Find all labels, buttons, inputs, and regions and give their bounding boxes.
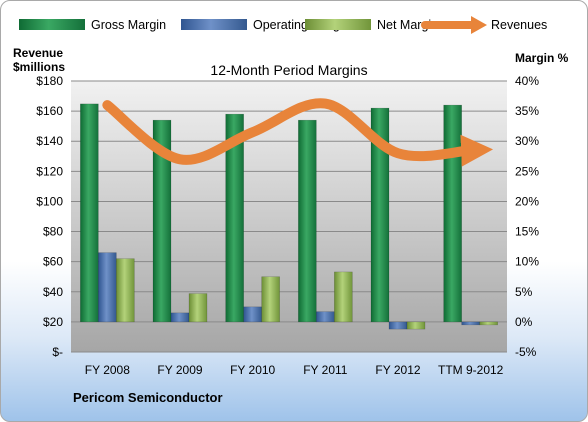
plot-area	[71, 81, 507, 352]
left-tick-label: $20	[43, 315, 63, 329]
legend-arrow-revenues	[471, 16, 487, 34]
gridlines	[71, 80, 507, 353]
bar-gross-margin	[443, 104, 462, 323]
bar-operating-margin	[461, 321, 480, 326]
bar-net-margin	[188, 293, 208, 323]
left-tick-label: $40	[43, 285, 63, 299]
bar-gross-margin	[225, 113, 244, 323]
left-tick-label: $80	[43, 225, 63, 239]
right-tick-label: 40%	[515, 74, 539, 88]
legend-item-gross-margin: Gross Margin	[19, 18, 166, 32]
bar-net-margin	[334, 271, 353, 323]
right-tick-label: 15%	[515, 225, 539, 239]
legend-label-gross-margin: Gross Margin	[91, 18, 166, 32]
left-tick-label: $60	[43, 255, 63, 269]
bar-net-margin	[116, 258, 135, 323]
bar-operating-margin	[388, 321, 408, 330]
right-tick-label: 5%	[515, 285, 533, 299]
legend-swatch-gross-margin	[19, 19, 85, 30]
bar-gross-margin	[298, 119, 317, 323]
legend-label-net-margin: Net Margin	[377, 18, 438, 32]
category-label: FY 2008	[85, 363, 130, 377]
category-label: FY 2012	[375, 363, 420, 377]
bar-net-margin	[479, 321, 498, 326]
left-axis-ticks: $- $20 $40 $60 $80 $100 $120 $140 $160 $180	[36, 74, 63, 359]
revenue-line-path	[102, 98, 494, 167]
bar-operating-margin	[316, 311, 335, 323]
category-label: FY 2011	[303, 363, 348, 377]
right-tick-label: 25%	[515, 164, 539, 178]
left-tick-label: $180	[36, 74, 63, 88]
legend-label-revenues: Revenues	[491, 18, 547, 32]
legend-swatch-operating-margin	[181, 19, 247, 30]
bar-gross-margin	[152, 119, 172, 323]
category-label: FY 2010	[230, 363, 275, 377]
right-axis-title: Margin %	[515, 51, 569, 65]
right-tick-label: -5%	[515, 345, 537, 359]
bar-net-margin	[406, 321, 426, 330]
chart-title: 12-Month Period Margins	[210, 62, 367, 78]
bar-operating-margin	[98, 252, 117, 323]
left-tick-label: $100	[36, 194, 63, 208]
right-tick-label: 20%	[515, 194, 539, 208]
right-tick-label: 0%	[515, 315, 533, 329]
bars	[80, 103, 498, 330]
right-tick-label: 10%	[515, 255, 539, 269]
left-tick-label: $120	[36, 164, 63, 178]
left-tick-label: $140	[36, 134, 63, 148]
legend: Gross Margin Operating Margin Net Margin…	[19, 16, 547, 34]
legend-item-revenues: Revenues	[421, 16, 547, 34]
bar-gross-margin	[80, 103, 99, 323]
company-name: Pericom Semiconductor	[73, 390, 223, 405]
revenue-line	[102, 98, 494, 167]
left-axis-title-line1: Revenue	[13, 46, 63, 60]
bar-operating-margin	[170, 312, 190, 323]
legend-item-net-margin: Net Margin	[305, 18, 438, 32]
category-label: FY 2009	[157, 363, 202, 377]
bar-operating-margin	[243, 306, 262, 323]
bar-net-margin	[261, 276, 280, 323]
bar-gross-margin	[370, 107, 390, 323]
left-tick-label: $160	[36, 104, 63, 118]
category-label: TTM 9-2012	[438, 363, 504, 377]
right-axis-ticks: -5% 0% 5% 10% 15% 20% 25% 30% 35% 40%	[515, 74, 539, 359]
right-tick-label: 35%	[515, 104, 539, 118]
legend-swatch-net-margin	[305, 19, 371, 30]
right-tick-label: 30%	[515, 134, 539, 148]
left-axis-title-line2: $millions	[13, 60, 65, 74]
left-tick-label: $-	[52, 345, 63, 359]
category-labels: FY 2008 FY 2009 FY 2010 FY 2011 FY 2012 TTM 9…	[85, 363, 504, 377]
